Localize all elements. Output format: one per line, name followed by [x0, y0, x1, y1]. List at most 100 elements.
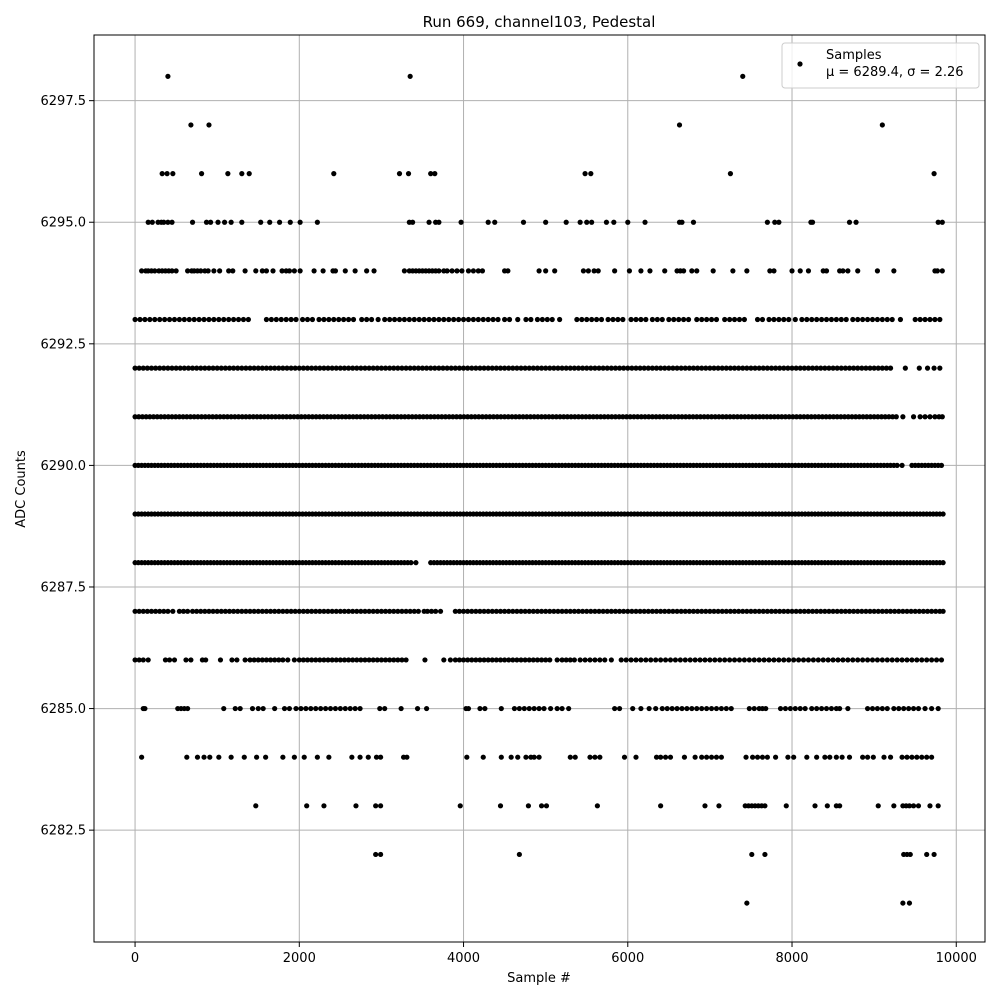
data-point — [633, 754, 639, 760]
data-point — [534, 657, 541, 663]
data-point — [201, 754, 207, 760]
data-point — [668, 414, 674, 420]
data-point — [254, 414, 260, 420]
data-point — [347, 705, 353, 712]
data-point — [563, 608, 569, 614]
data-point — [272, 414, 279, 420]
data-point — [235, 316, 242, 323]
data-point — [662, 268, 668, 274]
data-point — [915, 803, 922, 809]
data-point — [502, 657, 508, 663]
data-point — [830, 657, 836, 663]
data-point — [543, 219, 549, 225]
data-point — [579, 414, 585, 420]
data-point — [372, 414, 378, 420]
data-point — [934, 268, 940, 274]
data-point — [642, 219, 648, 225]
data-point — [547, 608, 553, 614]
data-point — [597, 657, 603, 663]
data-point — [374, 608, 380, 614]
data-point — [704, 316, 710, 323]
data-point — [703, 608, 709, 614]
data-point — [139, 268, 145, 274]
data-point — [744, 365, 750, 371]
data-point — [814, 754, 820, 760]
data-point — [801, 365, 807, 371]
data-point — [543, 608, 549, 614]
data-point — [699, 705, 705, 712]
data-point — [704, 754, 710, 760]
data-point — [567, 754, 573, 760]
data-point — [690, 608, 697, 614]
data-point — [752, 365, 758, 371]
data-point — [362, 365, 368, 371]
data-point — [465, 365, 471, 371]
data-point — [432, 171, 438, 177]
data-point — [860, 316, 866, 323]
data-point — [786, 414, 792, 420]
data-point — [217, 414, 223, 420]
data-point — [157, 608, 163, 614]
data-point — [645, 365, 651, 371]
data-point — [679, 219, 685, 225]
data-point — [859, 608, 865, 614]
data-point — [933, 608, 939, 614]
data-point — [404, 754, 410, 760]
data-point — [825, 657, 831, 663]
data-point — [415, 365, 421, 371]
data-point — [875, 608, 881, 614]
data-point — [935, 705, 941, 712]
data-point — [358, 657, 364, 663]
data-point — [879, 122, 885, 128]
data-point — [608, 608, 614, 614]
data-point — [910, 414, 917, 420]
data-point — [840, 268, 846, 274]
data-point — [837, 803, 843, 809]
data-point — [436, 316, 442, 323]
data-point — [181, 365, 187, 371]
data-point — [136, 657, 142, 663]
data-point — [189, 608, 196, 614]
data-point — [188, 122, 194, 128]
data-point — [498, 754, 504, 760]
data-point — [638, 268, 644, 274]
data-point — [935, 803, 941, 809]
data-point — [708, 705, 715, 712]
data-point — [833, 316, 839, 323]
y-tick-label: 6282.5 — [41, 824, 87, 839]
data-point — [681, 268, 687, 274]
data-point — [477, 657, 483, 663]
data-point — [549, 316, 555, 323]
data-point — [414, 705, 421, 712]
data-point — [327, 705, 334, 712]
data-point — [621, 365, 627, 371]
data-point — [670, 365, 676, 371]
data-point — [883, 608, 890, 614]
data-point — [589, 219, 595, 225]
data-point — [465, 657, 471, 663]
data-point — [904, 657, 910, 663]
data-point — [314, 754, 320, 760]
data-point — [376, 414, 382, 420]
data-point — [173, 414, 179, 420]
data-point — [329, 657, 335, 663]
data-point — [530, 365, 536, 371]
data-point — [270, 268, 276, 274]
data-point — [263, 608, 270, 614]
data-point — [723, 414, 729, 420]
data-point — [824, 803, 830, 809]
data-point — [132, 657, 138, 663]
data-point — [711, 608, 717, 614]
data-point — [939, 219, 945, 225]
data-point — [707, 657, 713, 663]
data-point — [600, 608, 606, 614]
data-point — [686, 414, 692, 420]
data-point — [835, 657, 841, 663]
data-point — [791, 754, 797, 760]
data-point — [638, 316, 644, 323]
data-point — [616, 705, 623, 712]
data-point — [660, 414, 667, 420]
data-point — [587, 754, 593, 760]
data-point — [272, 705, 278, 712]
data-point — [366, 365, 372, 371]
